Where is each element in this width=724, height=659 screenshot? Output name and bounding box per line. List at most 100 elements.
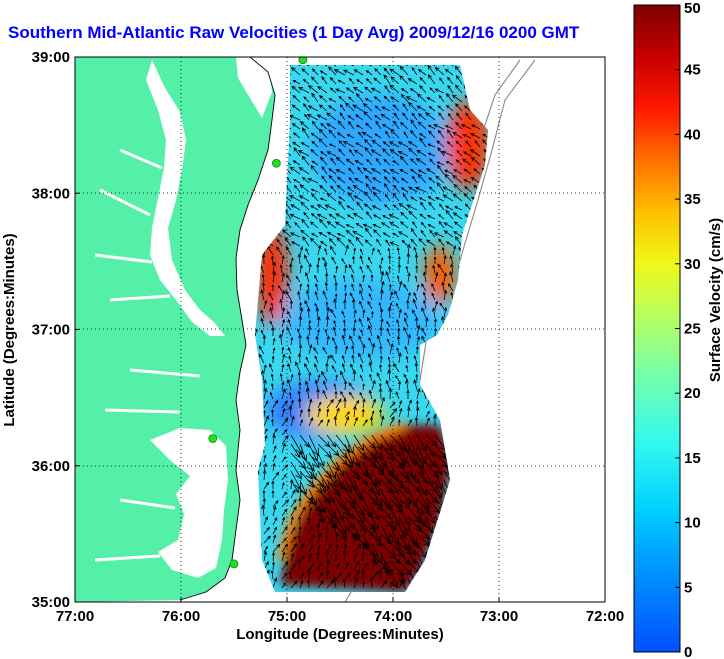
velocity-vector: [343, 319, 346, 328]
velocity-vector: [314, 302, 319, 310]
velocity-vector: [371, 434, 383, 451]
velocity-vector: [344, 264, 348, 274]
radar-station: [229, 559, 239, 569]
velocity-vector: [315, 335, 319, 346]
velocity-vector: [281, 388, 286, 400]
velocity-vector: [381, 106, 391, 112]
velocity-vector: [326, 559, 330, 571]
velocity-vector: [409, 158, 418, 166]
velocity-vector: [326, 461, 337, 480]
velocity-vector: [359, 283, 364, 292]
velocity-vector: [345, 229, 355, 238]
velocity-vector: [328, 129, 337, 139]
velocity-vector: [384, 204, 391, 211]
velocity-vector: [328, 105, 337, 112]
velocity-vector: [319, 70, 328, 76]
velocity-vector: [304, 299, 310, 310]
velocity-vector: [279, 372, 283, 382]
velocity-vector: [405, 364, 409, 373]
velocity-vector: [362, 167, 373, 175]
velocity-vector: [364, 175, 373, 184]
velocity-vector: [407, 399, 412, 409]
velocity-vector: [314, 290, 319, 301]
velocity-vector: [398, 280, 403, 292]
velocity-vector: [287, 318, 292, 328]
velocity-vector: [281, 473, 287, 481]
velocity-vector: [322, 290, 328, 301]
velocity-vector: [404, 312, 409, 319]
velocity-vector: [262, 497, 266, 508]
velocity-vector: [443, 222, 454, 229]
velocity-vector: [411, 309, 418, 319]
velocity-vector: [335, 563, 340, 571]
velocity-vector: [429, 87, 436, 94]
velocity-vector: [272, 471, 280, 481]
velocity-vector: [319, 184, 328, 193]
velocity-vector: [353, 318, 357, 328]
velocity-vector: [316, 114, 328, 121]
velocity-vector: [344, 345, 349, 355]
velocity-vector: [314, 274, 319, 283]
velocity-vector: [389, 68, 400, 76]
velocity-vector: [374, 114, 382, 121]
velocity-vector: [335, 488, 346, 510]
velocity-vector: [290, 498, 297, 508]
velocity-vector: [263, 379, 267, 391]
velocity-vector: [389, 241, 400, 247]
velocity-vector: [271, 382, 274, 391]
velocity-vector: [428, 105, 436, 112]
velocity-vector: [415, 406, 420, 418]
velocity-vector: [389, 581, 393, 589]
velocity-vector: [342, 65, 355, 67]
velocity-vector: [371, 497, 383, 512]
velocity-vector: [316, 213, 328, 220]
velocity-vector: [445, 241, 454, 247]
velocity-vector: [371, 342, 376, 355]
velocity-vector: [263, 526, 270, 535]
velocity-vector: [372, 214, 382, 220]
velocity-vector: [371, 506, 380, 522]
velocity-vector: [299, 419, 303, 427]
velocity-vector: [444, 125, 454, 130]
velocity-vector: [439, 77, 445, 85]
velocity-vector: [469, 148, 481, 157]
velocity-vector: [389, 568, 394, 580]
velocity-vector: [388, 363, 392, 373]
velocity-vector: [346, 205, 355, 211]
velocity-vector: [362, 383, 365, 391]
velocity-vector: [464, 203, 472, 211]
velocity-vector: [270, 569, 274, 580]
velocity-vector: [434, 300, 438, 310]
velocity-vector: [344, 497, 357, 510]
velocity-vector: [290, 489, 296, 499]
velocity-vector: [299, 542, 305, 553]
velocity-vector: [402, 193, 409, 202]
velocity-vector: [299, 461, 313, 480]
velocity-vector: [425, 112, 436, 121]
velocity-vector: [321, 370, 328, 382]
velocity-vector: [326, 151, 337, 157]
velocity-vector: [348, 167, 355, 175]
velocity-vector: [413, 379, 418, 391]
velocity-vector: [342, 274, 346, 283]
velocity-vector: [289, 213, 301, 220]
velocity-vector: [263, 299, 268, 310]
velocity-vector: [362, 102, 373, 112]
velocity-vector: [362, 580, 365, 589]
velocity-vector: [348, 391, 355, 400]
velocity-vector: [428, 201, 436, 211]
velocity-vector: [378, 264, 382, 274]
velocity-vector: [281, 255, 285, 265]
velocity-vector: [316, 388, 320, 399]
velocity-vector: [325, 362, 329, 373]
velocity-vector: [335, 434, 351, 454]
velocity-vector: [452, 212, 463, 220]
velocity-vector: [272, 577, 278, 589]
velocity-vector: [335, 506, 345, 522]
velocity-vector: [334, 553, 338, 562]
velocity-vector: [351, 283, 355, 292]
velocity-vector: [397, 327, 401, 337]
velocity-vector: [441, 246, 445, 256]
velocity-vector: [392, 160, 400, 166]
velocity-vector: [285, 245, 292, 256]
